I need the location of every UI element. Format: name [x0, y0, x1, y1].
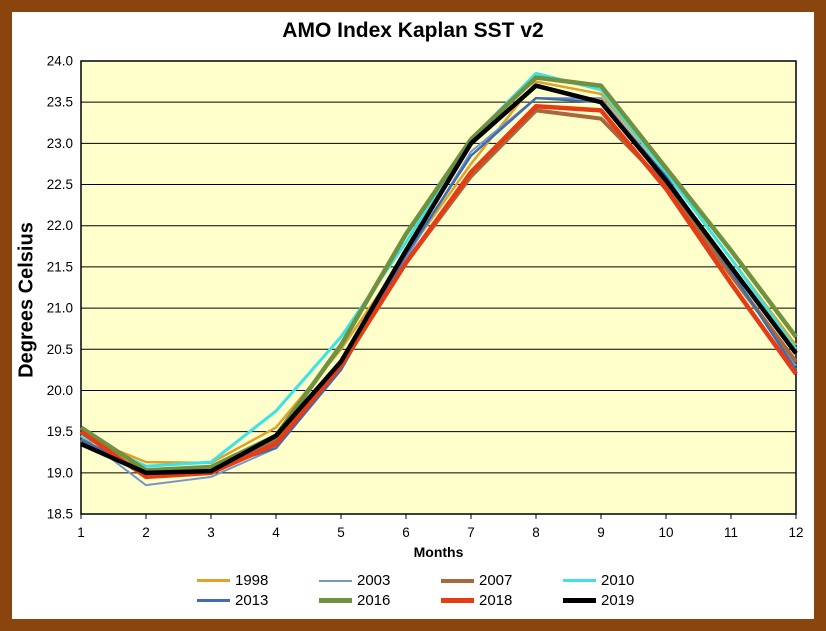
y-tick-label: 20.0: [47, 383, 73, 398]
y-tick-label: 22.5: [47, 177, 73, 192]
x-axis-title: Months: [413, 544, 464, 560]
legend-item-1998: 1998: [197, 571, 319, 590]
chart-legend: 1998 2003 2007 2010 2013 2016 2018 2019: [197, 571, 685, 610]
plot-background: [80, 60, 797, 515]
legend-label: 1998: [235, 572, 269, 589]
x-tick-label: 11: [724, 525, 738, 540]
y-tick-label: 19.0: [47, 465, 73, 480]
x-tick-label: 9: [597, 525, 605, 540]
y-tick-label: 21.5: [47, 259, 73, 274]
legend-label: 2016: [357, 592, 391, 609]
legend-swatch: [441, 598, 474, 603]
legend-swatch: [563, 598, 596, 603]
y-tick-label: 18.5: [47, 507, 73, 522]
x-tick-label: 10: [658, 525, 673, 540]
y-tick-label: 23.5: [47, 95, 73, 110]
legend-swatch: [319, 579, 352, 582]
x-tick-label: 12: [788, 525, 803, 540]
legend-swatch: [197, 599, 230, 602]
x-tick-label: 3: [207, 525, 215, 540]
series-line-2010: [80, 71, 798, 468]
legend-swatch: [197, 579, 230, 582]
legend-label: 2007: [479, 572, 513, 589]
x-tick-label: 8: [532, 525, 540, 540]
y-tick-label: 23.0: [47, 136, 73, 151]
series-line-2016: [79, 75, 798, 473]
legend-item-2013: 2013: [197, 591, 319, 610]
y-tick-label: 22.0: [47, 218, 73, 233]
legend-label: 2019: [601, 592, 635, 609]
y-tick-label: 24.0: [47, 54, 73, 69]
x-tick-label: 6: [402, 525, 410, 540]
legend-item-2003: 2003: [319, 571, 441, 590]
y-tick-label: 21.0: [47, 301, 73, 316]
legend-label: 2018: [479, 592, 513, 609]
series-line-2019: [80, 83, 798, 476]
y-tick-label: 20.5: [47, 342, 73, 357]
x-tick-label: 1: [77, 525, 85, 540]
x-tick-label: 7: [467, 525, 475, 540]
chart-title: AMO Index Kaplan SST v2: [282, 19, 544, 42]
legend-item-2016: 2016: [319, 591, 441, 610]
legend-label: 2003: [357, 572, 391, 589]
legend-swatch: [441, 578, 474, 583]
legend-swatch: [319, 598, 352, 603]
x-tick-label: 2: [142, 525, 150, 540]
y-tick-label: 19.5: [47, 424, 73, 439]
legend-item-2007: 2007: [441, 571, 563, 590]
legend-item-2019: 2019: [563, 591, 685, 610]
x-tick-label: 4: [272, 525, 280, 540]
legend-item-2018: 2018: [441, 591, 563, 610]
legend-label: 2013: [235, 592, 269, 609]
legend-item-2010: 2010: [563, 571, 685, 590]
legend-label: 2010: [601, 572, 635, 589]
legend-swatch: [563, 579, 596, 582]
x-tick-label: 5: [337, 525, 345, 540]
